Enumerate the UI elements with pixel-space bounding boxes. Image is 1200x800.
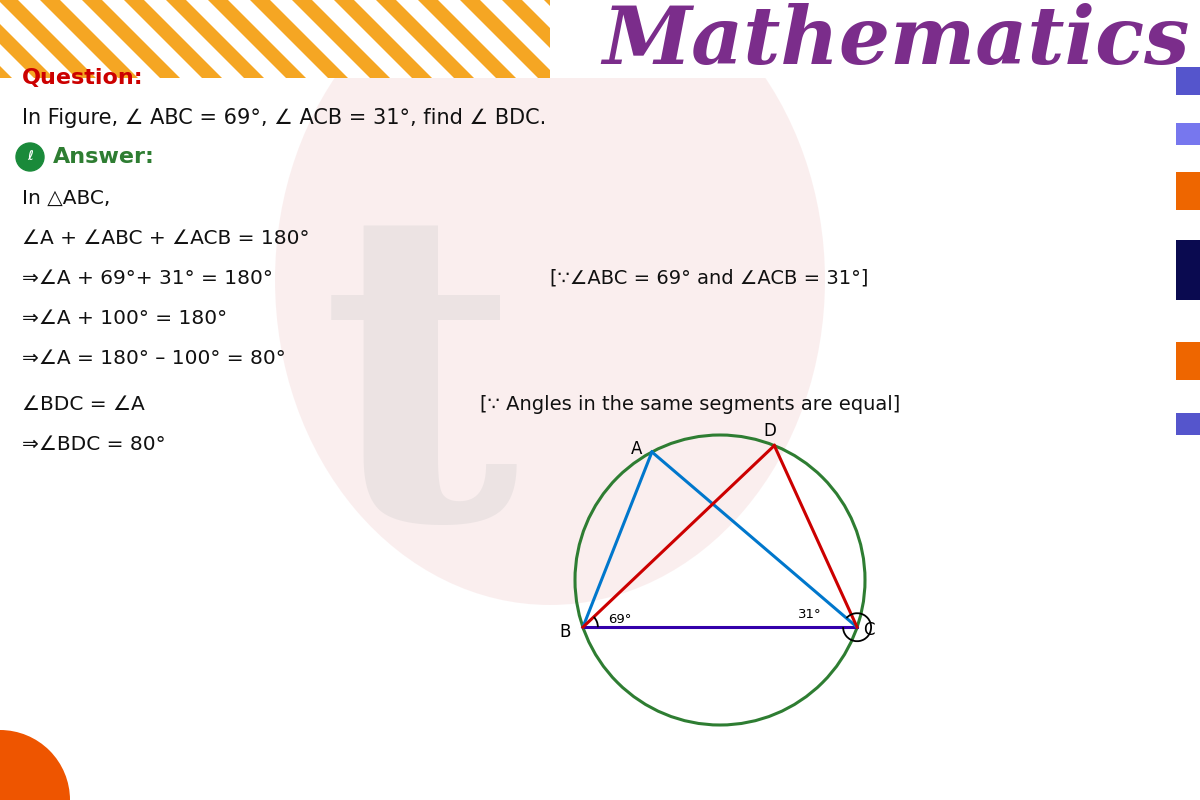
Text: ⇒∠A = 180° – 100° = 80°: ⇒∠A = 180° – 100° = 80° (22, 349, 286, 367)
Text: A: A (631, 440, 643, 458)
Text: B: B (559, 623, 570, 642)
Polygon shape (144, 0, 244, 78)
Bar (1176, 123, 1200, 145)
Polygon shape (18, 0, 118, 78)
Bar (0, 0, 550, 78)
Bar (550, 0, 1200, 78)
Bar (1176, 67, 1200, 95)
Polygon shape (396, 0, 496, 78)
Text: [∵ Angles in the same segments are equal]: [∵ Angles in the same segments are equal… (480, 395, 900, 414)
Text: ⇒∠A + 100° = 180°: ⇒∠A + 100° = 180° (22, 309, 227, 327)
Text: 31°: 31° (798, 608, 822, 621)
Text: 69°: 69° (608, 613, 631, 626)
Text: Mathematics: Mathematics (602, 3, 1190, 81)
Bar (1176, 413, 1200, 435)
Text: ⇒∠BDC = 80°: ⇒∠BDC = 80° (22, 435, 166, 454)
Text: ⇒∠A + 69°+ 31° = 180°: ⇒∠A + 69°+ 31° = 180° (22, 269, 272, 287)
Polygon shape (0, 0, 34, 78)
Polygon shape (438, 0, 538, 78)
Wedge shape (0, 730, 70, 800)
Polygon shape (522, 0, 622, 78)
Bar (1176, 172, 1200, 210)
Text: Answer:: Answer: (53, 147, 155, 167)
Text: [∵∠ABC = 69° and ∠ACB = 31°]: [∵∠ABC = 69° and ∠ACB = 31°] (550, 269, 869, 287)
Text: In Figure, ∠ ABC = 69°, ∠ ACB = 31°, find ∠ BDC.: In Figure, ∠ ABC = 69°, ∠ ACB = 31°, fin… (22, 108, 546, 128)
Text: Question:: Question: (22, 68, 144, 88)
Polygon shape (60, 0, 160, 78)
Polygon shape (0, 0, 76, 78)
Bar (1176, 342, 1200, 380)
Polygon shape (228, 0, 328, 78)
Polygon shape (354, 0, 454, 78)
Polygon shape (312, 0, 412, 78)
Polygon shape (648, 0, 748, 78)
Bar (1176, 240, 1200, 300)
Text: t: t (320, 191, 520, 609)
Circle shape (16, 143, 44, 171)
Text: C: C (863, 622, 875, 639)
Polygon shape (564, 0, 664, 78)
Text: D: D (763, 422, 775, 439)
Text: ℓ: ℓ (28, 150, 32, 163)
Polygon shape (270, 0, 370, 78)
Polygon shape (606, 0, 706, 78)
Polygon shape (102, 0, 202, 78)
Polygon shape (186, 0, 286, 78)
Ellipse shape (275, 0, 826, 605)
Polygon shape (480, 0, 580, 78)
Text: In △ABC,: In △ABC, (22, 189, 110, 207)
Text: ∠A + ∠ABC + ∠ACB = 180°: ∠A + ∠ABC + ∠ACB = 180° (22, 229, 310, 247)
Text: ∠BDC = ∠A: ∠BDC = ∠A (22, 395, 145, 414)
